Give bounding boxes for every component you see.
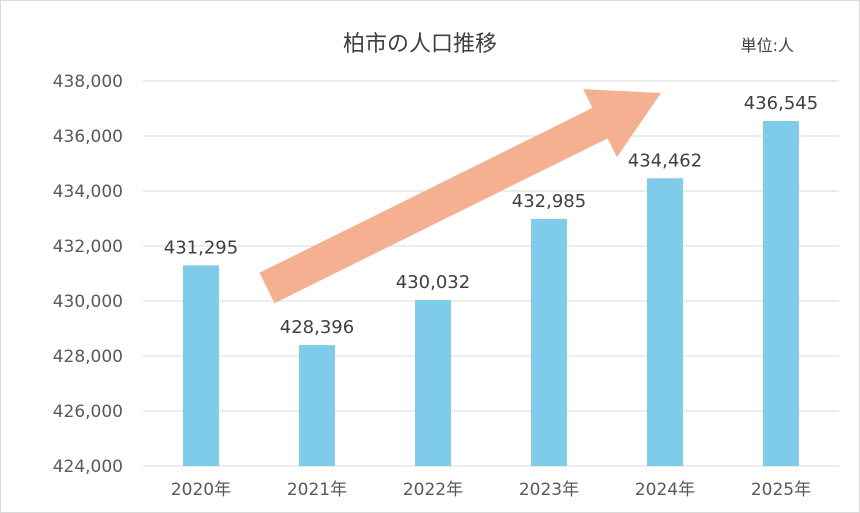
trend-arrow: [259, 89, 661, 304]
y-tick-label: 430,000: [53, 292, 123, 312]
x-category-label: 2023年: [519, 480, 579, 500]
bar: [763, 121, 799, 466]
unit-label: 単位:人: [741, 36, 794, 55]
x-category-label: 2025年: [751, 480, 811, 500]
x-category-label: 2024年: [635, 480, 695, 500]
data-labels: 431,295 428,396 430,032 432,985 434,462 436,5…: [164, 93, 818, 338]
gridlines: [143, 80, 839, 467]
bar: [531, 218, 567, 466]
x-category-label: 2021年: [287, 480, 347, 500]
y-tick-label: 438,000: [53, 72, 123, 92]
bar: [183, 265, 219, 466]
data-label: 434,462: [628, 150, 702, 171]
data-label: 430,032: [396, 272, 470, 293]
y-tick-label: 428,000: [53, 347, 123, 367]
y-tick-label: 432,000: [53, 237, 123, 257]
y-axis-ticks: 424,000 426,000 428,000 430,000 432,000 434,0…: [53, 72, 123, 477]
y-tick-label: 436,000: [53, 127, 123, 147]
y-tick-label: 434,000: [53, 182, 123, 202]
x-axis-categories: 2020年 2021年 2022年 2023年 2024年 2025年: [171, 480, 811, 500]
bar: [415, 300, 451, 466]
data-label: 436,545: [744, 93, 818, 114]
bars: [183, 121, 799, 467]
y-tick-label: 424,000: [53, 457, 123, 477]
data-label: 431,295: [164, 237, 238, 258]
bar: [299, 345, 335, 466]
bar: [647, 178, 683, 467]
data-label: 432,985: [512, 191, 586, 212]
x-category-label: 2022年: [403, 480, 463, 500]
data-label: 428,396: [280, 317, 354, 338]
chart-title: 柏市の人口推移: [343, 32, 497, 57]
y-tick-label: 426,000: [53, 402, 123, 422]
x-category-label: 2020年: [171, 480, 231, 500]
trend-arrow-layer: [259, 89, 661, 304]
